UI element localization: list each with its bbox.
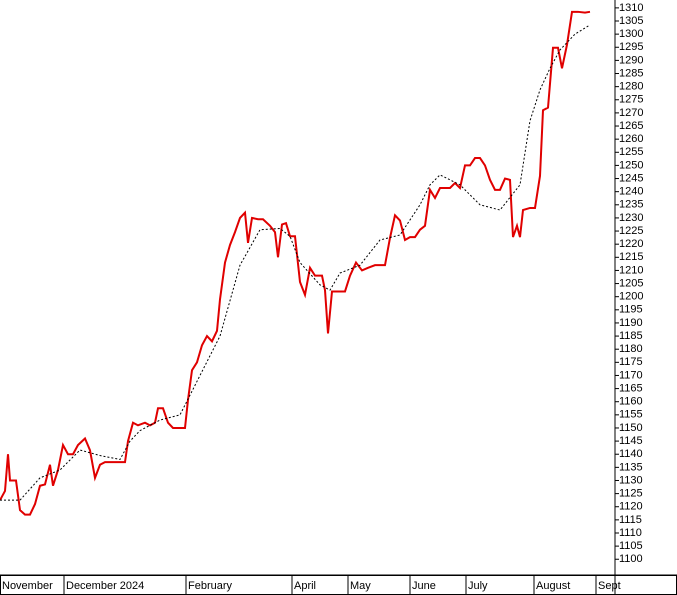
y-tick-label: 1285 [619, 67, 643, 79]
y-tick-label: 1265 [619, 120, 643, 132]
y-tick-label: 1225 [619, 225, 643, 237]
y-tick-label: 1130 [619, 474, 643, 486]
y-tick-label: 1250 [619, 159, 643, 171]
y-tick-label: 1190 [619, 317, 643, 329]
price-line [0, 10, 591, 516]
x-tick-label: July [468, 580, 488, 592]
y-tick-label: 1215 [619, 251, 643, 263]
y-tick-label: 1220 [619, 238, 643, 250]
y-tick-label: 1145 [619, 435, 643, 447]
y-tick-label: 1235 [619, 199, 643, 211]
y-tick-label: 1310 [619, 2, 643, 14]
y-tick-label: 1205 [619, 277, 643, 289]
x-tick-label: June [412, 580, 436, 592]
y-tick-label: 1135 [619, 461, 643, 473]
moving-average-line [0, 24, 591, 501]
y-tick-label: 1100 [619, 553, 643, 565]
x-tick-label: May [350, 580, 371, 592]
y-tick-label: 1200 [619, 291, 643, 303]
y-tick-label: 1230 [619, 212, 643, 224]
y-tick-label: 1110 [619, 527, 642, 539]
y-tick-label: 1280 [619, 81, 643, 93]
y-tick-label: 1170 [619, 369, 643, 381]
y-tick-label: 1240 [619, 186, 643, 198]
y-tick-label: 1270 [619, 107, 643, 119]
y-tick-label: 1300 [619, 28, 643, 40]
x-tick-label: November [2, 580, 53, 592]
y-tick-label: 1165 [619, 382, 643, 394]
y-tick-label: 1160 [619, 396, 643, 408]
x-tick-label: February [188, 580, 233, 592]
x-tick-label: April [294, 580, 316, 592]
y-tick-label: 1150 [619, 422, 643, 434]
y-tick-label: 1295 [619, 41, 643, 53]
y-tick-label: 1115 [619, 514, 642, 526]
y-tick-label: 1210 [619, 264, 643, 276]
y-tick-label: 1175 [619, 356, 643, 368]
y-tick-label: 1140 [619, 448, 643, 460]
y-tick-label: 1305 [619, 15, 643, 27]
y-tick-label: 1105 [619, 540, 643, 552]
y-tick-label: 1275 [619, 94, 643, 106]
y-tick-label: 1125 [619, 488, 643, 500]
y-tick-label: 1255 [619, 146, 643, 158]
y-tick-label: 1155 [619, 409, 643, 421]
y-tick-label: 1260 [619, 133, 643, 145]
y-tick-label: 1185 [619, 330, 643, 342]
y-tick-label: 1245 [619, 172, 643, 184]
y-tick-label: 1180 [619, 343, 643, 355]
x-tick-label: December 2024 [66, 580, 144, 592]
y-tick-label: 1290 [619, 54, 643, 66]
x-tick-label: Sept [598, 580, 621, 592]
y-tick-label: 1195 [619, 304, 643, 316]
y-tick-label: 1120 [619, 501, 643, 513]
x-tick-label: August [536, 580, 570, 592]
